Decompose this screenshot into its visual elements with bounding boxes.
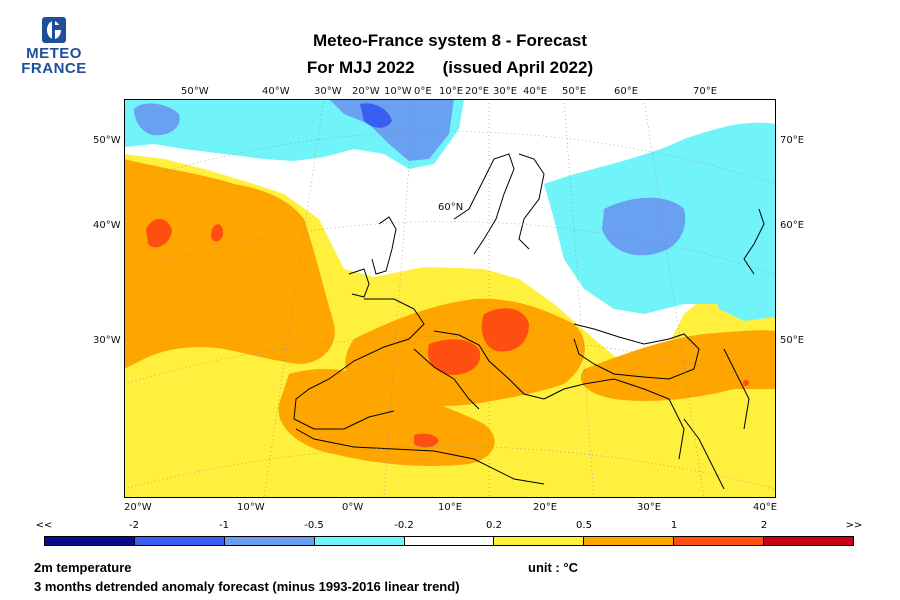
left-lat-label: 30°W — [93, 335, 121, 346]
top-lon-label: 60°E — [614, 86, 639, 97]
bottom-lon-label: 0°W — [342, 502, 364, 513]
anomaly-field-red-atlantic-2 — [211, 224, 224, 242]
top-lon-label: 30°W — [314, 86, 342, 97]
legend-tick: >> — [845, 520, 863, 531]
anomaly-field-blue-north — [329, 99, 454, 161]
right-lat-label: 60°E — [780, 220, 805, 231]
bottom-lon-label: 10°W — [237, 502, 265, 513]
top-lon-label: 20°W — [352, 86, 380, 97]
forecast-period: For MJJ 2022 — [306, 58, 415, 77]
legend-color-segment — [674, 537, 765, 545]
top-lon-label: 30°E — [493, 86, 518, 97]
color-legend-bar — [44, 536, 854, 546]
anomaly-field-red-balkans — [481, 308, 529, 352]
top-lon-label: 40°E — [523, 86, 548, 97]
legend-color-segment — [494, 537, 585, 545]
legend-color-segment — [764, 537, 854, 545]
legend-color-segment — [134, 537, 225, 545]
anomaly-field-red-north-africa — [414, 433, 439, 448]
temperature-anomaly-map — [124, 99, 776, 498]
anomaly-field-cyan-caspian — [709, 274, 776, 321]
logo-text-meteo: METEO — [26, 45, 82, 62]
meteo-france-logo: METEO FRANCE — [14, 16, 94, 76]
legend-tick: -0.2 — [394, 520, 414, 531]
top-lon-label: 10°W — [384, 86, 412, 97]
right-lat-label: 70°E — [780, 135, 805, 146]
anomaly-field-red-italy — [428, 339, 481, 375]
legend-color-segment — [404, 537, 495, 545]
top-lon-label: 70°E — [693, 86, 718, 97]
legend-tick: -0.5 — [304, 520, 324, 531]
top-lon-label: 50°W — [181, 86, 209, 97]
anomaly-field-orange-atlantic — [124, 159, 335, 369]
bottom-lon-label: 40°E — [753, 502, 778, 513]
anomaly-field-blue-small — [134, 103, 180, 136]
issue-date: (issued April 2022) — [442, 58, 594, 77]
legend-color-segment — [584, 537, 675, 545]
top-lon-label: 20°E — [465, 86, 490, 97]
map-lat-label: 60°N — [438, 202, 464, 213]
left-lat-label: 50°W — [93, 135, 121, 146]
anomaly-field-orange-east — [580, 330, 776, 401]
legend-tick: 0.5 — [576, 520, 592, 531]
map-title: Meteo-France system 8 - Forecast — [313, 31, 587, 50]
bottom-lon-label: 20°E — [533, 502, 558, 513]
legend-tick: 0.2 — [486, 520, 502, 531]
top-lon-label: 40°W — [262, 86, 290, 97]
meteo-france-emblem-icon — [42, 17, 66, 43]
graticule — [124, 99, 776, 498]
unit-label: unit : °C — [528, 560, 578, 575]
logo-text-france: FRANCE — [21, 60, 87, 77]
bottom-lon-label: 20°W — [124, 502, 152, 513]
legend-color-segment — [45, 537, 135, 545]
anomaly-field-red-atlantic — [146, 219, 172, 248]
legend-color-segment — [224, 537, 315, 545]
legend-tick: -1 — [219, 520, 229, 531]
legend-tick: << — [35, 520, 53, 531]
legend-tick: 2 — [760, 520, 768, 531]
anomaly-field-orange-iberia — [278, 369, 495, 466]
bottom-lon-label: 10°E — [438, 502, 463, 513]
legend-tick: -2 — [129, 520, 139, 531]
legend-tick: 1 — [670, 520, 678, 531]
variable-label: 2m temperature — [34, 560, 132, 575]
description-label: 3 months detrended anomaly forecast (min… — [34, 579, 460, 594]
bottom-lon-label: 30°E — [637, 502, 662, 513]
top-lon-label: 10°E — [439, 86, 464, 97]
map-frame — [124, 99, 776, 498]
coastlines — [293, 153, 765, 490]
anomaly-field-blue-east — [602, 197, 686, 256]
anomaly-field-blue-core — [360, 103, 392, 128]
right-lat-label: 50°E — [780, 335, 805, 346]
top-lon-label: 50°E — [562, 86, 587, 97]
top-lon-label: 0°E — [414, 86, 432, 97]
left-lat-label: 40°W — [93, 220, 121, 231]
anomaly-field-red-dot — [743, 380, 749, 386]
legend-color-segment — [314, 537, 405, 545]
map-subtitle: For MJJ 2022 (issued April 2022) — [0, 58, 900, 78]
